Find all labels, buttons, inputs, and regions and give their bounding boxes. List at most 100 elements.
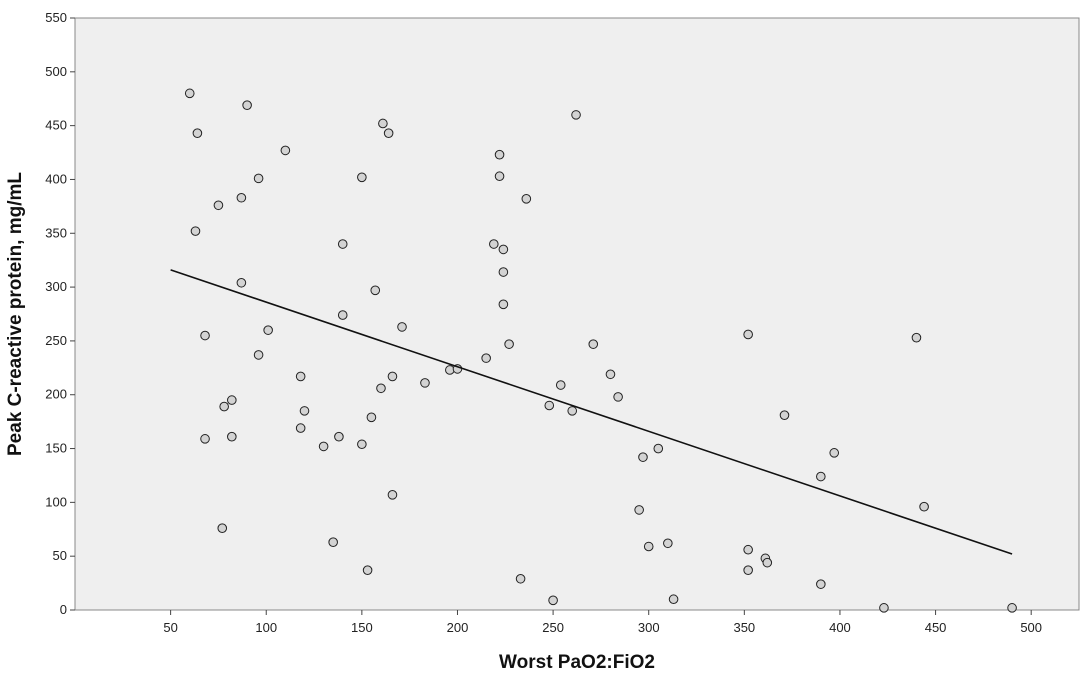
data-point [663, 538, 673, 549]
data-point [489, 239, 499, 249]
y-tick-label: 300 [45, 279, 67, 294]
data-point [362, 565, 373, 575]
data-point [357, 172, 367, 183]
data-point [555, 380, 566, 390]
data-point [571, 110, 581, 120]
x-tick-label: 100 [255, 620, 277, 635]
data-point [376, 383, 386, 394]
y-tick-label: 250 [45, 333, 67, 348]
y-tick-label: 150 [45, 441, 67, 456]
x-tick-label: 450 [925, 620, 947, 635]
y-tick-label: 100 [45, 494, 67, 509]
x-tick-label: 400 [829, 620, 851, 635]
data-point [634, 505, 644, 515]
data-point [911, 332, 922, 343]
data-point [334, 431, 344, 442]
data-point [200, 330, 210, 341]
data-point [919, 501, 929, 512]
data-point [280, 145, 291, 156]
data-point [567, 406, 578, 416]
data-point [253, 350, 264, 360]
data-point [498, 267, 509, 277]
data-point [653, 443, 664, 454]
y-tick-label: 550 [45, 10, 67, 25]
data-points [184, 88, 1017, 613]
trend-line [170, 269, 1013, 555]
data-point [192, 128, 203, 138]
data-point [397, 322, 407, 332]
data-point [1007, 603, 1017, 613]
data-point [762, 557, 773, 568]
y-axis: 0 50 100 150 200 250 300 350 400 450 500 550 [45, 10, 75, 617]
data-point [498, 299, 509, 310]
y-axis-title: Peak C-reactive protein, mg/mL [5, 172, 26, 456]
data-point [253, 173, 264, 184]
plot-area [74, 17, 1080, 611]
x-tick-label: 500 [1020, 620, 1042, 635]
data-point [318, 441, 329, 452]
x-axis-title: Worst PaO2:FiO2 [499, 652, 655, 673]
data-point [227, 395, 237, 405]
trend-line-group [170, 269, 1013, 555]
data-point [337, 310, 348, 320]
data-point [498, 244, 509, 255]
y-tick-label: 400 [45, 171, 67, 186]
data-point [383, 128, 394, 138]
data-point [643, 541, 654, 552]
data-point [548, 595, 558, 606]
data-point [779, 410, 790, 420]
data-point [328, 537, 338, 547]
data-point [378, 118, 388, 129]
data-point [829, 448, 840, 458]
y-tick-label: 450 [45, 118, 67, 133]
data-point [588, 339, 599, 349]
data-point [337, 239, 348, 249]
x-tick-label: 200 [447, 620, 469, 635]
data-point [217, 523, 228, 533]
data-point [295, 423, 306, 433]
data-point [613, 392, 623, 402]
y-tick-label: 0 [60, 602, 67, 617]
data-point [668, 594, 679, 605]
data-point [299, 406, 310, 416]
data-point [387, 371, 398, 382]
data-point [605, 369, 616, 380]
data-point [295, 371, 306, 382]
data-point [816, 579, 826, 589]
data-point [242, 100, 252, 110]
y-tick-label: 200 [45, 387, 67, 402]
data-point [515, 573, 526, 584]
data-point [200, 434, 210, 444]
data-point [504, 339, 514, 349]
data-point [420, 378, 430, 388]
data-point [370, 285, 381, 296]
data-point [236, 192, 247, 203]
y-tick-label: 50 [53, 548, 67, 563]
data-point [494, 171, 505, 182]
data-point [521, 194, 532, 204]
data-point [544, 400, 555, 411]
y-tick-label: 500 [45, 64, 67, 79]
data-point [387, 490, 398, 500]
x-tick-label: 350 [733, 620, 755, 635]
data-point [213, 200, 224, 211]
x-tick-label: 250 [542, 620, 564, 635]
data-point [816, 471, 826, 482]
data-point [481, 353, 491, 363]
data-point [743, 565, 753, 575]
y-tick-label: 350 [45, 225, 67, 240]
data-point [190, 226, 201, 236]
data-point [879, 603, 889, 613]
data-point [219, 401, 229, 412]
x-tick-label: 50 [163, 620, 177, 635]
data-point [366, 412, 377, 423]
data-point [743, 329, 753, 340]
data-point [227, 431, 237, 442]
data-point [743, 544, 753, 555]
x-tick-label: 150 [351, 620, 373, 635]
data-point [236, 277, 247, 288]
x-axis: 50 100 150 200 250 300 350 400 450 500 [163, 610, 1042, 635]
data-point [638, 452, 648, 462]
x-tick-label: 300 [638, 620, 660, 635]
